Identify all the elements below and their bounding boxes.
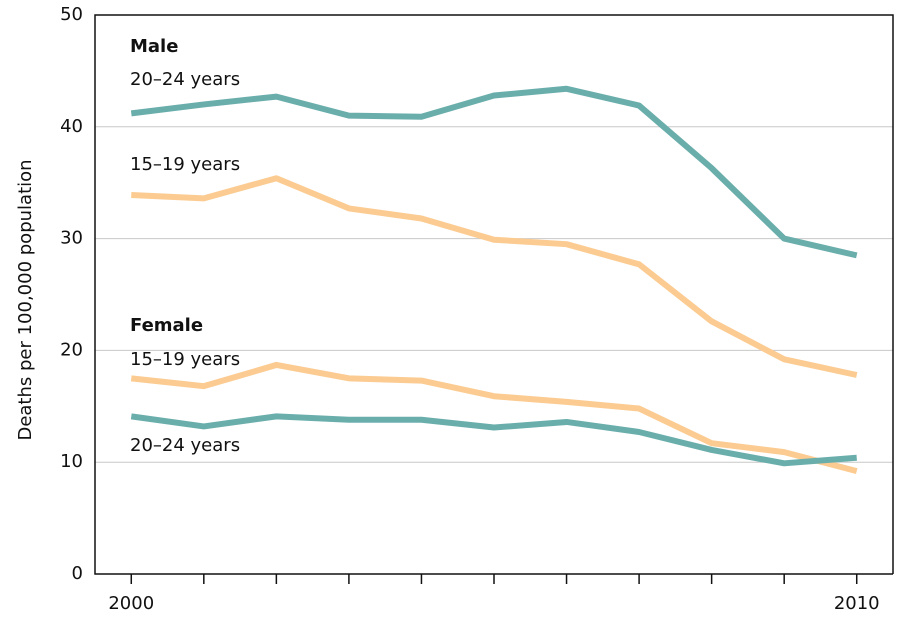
series-label: 20–24 years (130, 435, 240, 456)
y-tick-label: 30 (60, 228, 83, 249)
series-line (130, 413, 857, 467)
y-tick-label: 0 (72, 563, 83, 584)
series-line (130, 85, 858, 259)
y-tick-label: 10 (60, 451, 83, 472)
y-axis-label: Deaths per 100,000 population (15, 159, 36, 440)
series-label: 20–24 years (130, 69, 240, 90)
group-label: Female (130, 315, 203, 336)
series-line (130, 361, 858, 475)
x-tick-label: 2000 (108, 593, 154, 613)
series-line (131, 175, 858, 378)
series-label: 15–19 years (130, 154, 240, 175)
group-label: Male (130, 36, 178, 57)
y-tick-label: 20 (60, 339, 83, 360)
plot-frame (94, 14, 894, 575)
series-label: 15–19 years (130, 349, 240, 370)
y-tick-label: 50 (60, 4, 83, 25)
x-tick-label: 2010 (834, 593, 880, 613)
y-tick-label: 40 (60, 116, 83, 137)
